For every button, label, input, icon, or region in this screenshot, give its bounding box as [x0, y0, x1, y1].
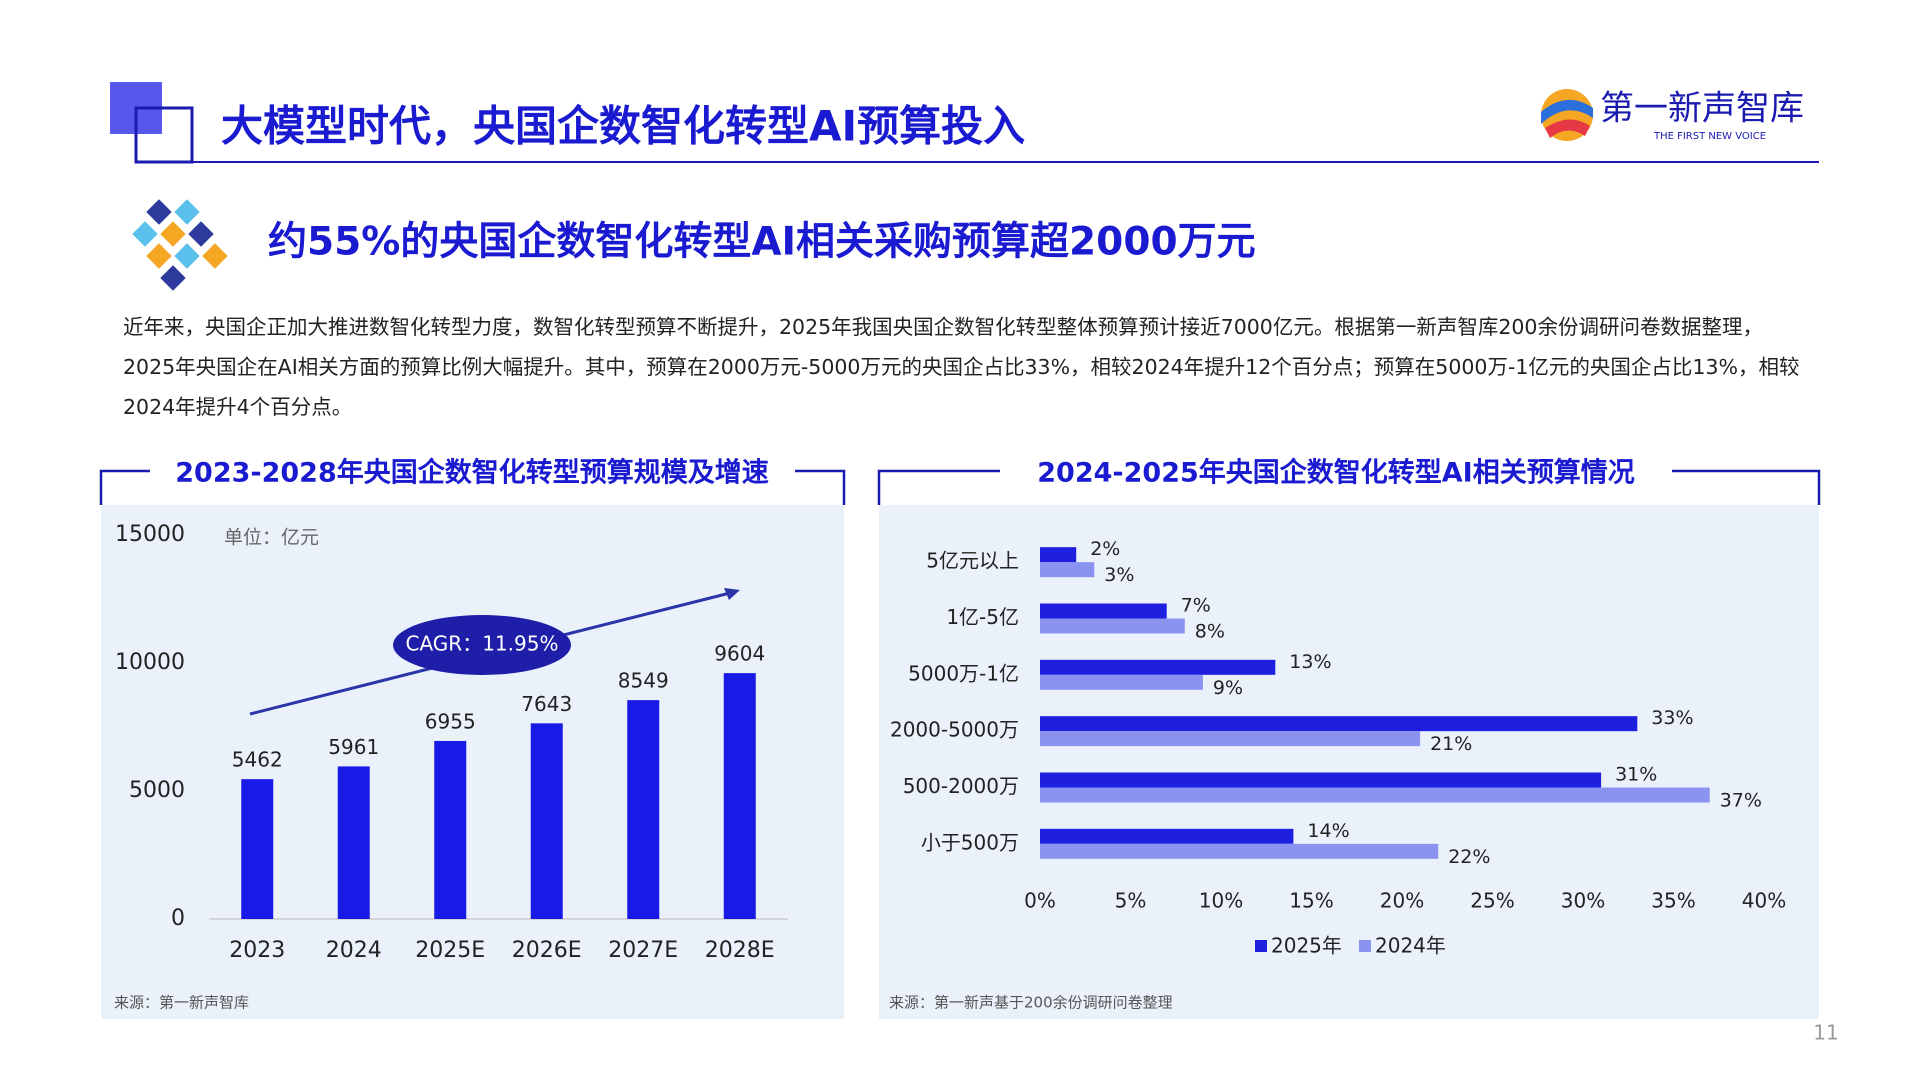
- left-panel: [99, 469, 846, 1019]
- x-tick-label: 5%: [1115, 889, 1147, 913]
- value-label: 33%: [1651, 707, 1693, 729]
- value-label: 2%: [1090, 538, 1120, 560]
- legend-label: 2024年: [1375, 934, 1446, 958]
- bar: [1040, 674, 1203, 690]
- y-tick-label: 500-2000万: [903, 774, 1019, 798]
- bar: [627, 700, 660, 919]
- value-label: 5961: [328, 735, 379, 759]
- x-tick-label: 2028E: [705, 938, 775, 963]
- x-tick-label: 2025E: [415, 938, 485, 963]
- page-number: 11: [1813, 1021, 1838, 1045]
- bar: [1040, 659, 1276, 675]
- value-label: 3%: [1104, 564, 1134, 586]
- x-tick-label: 10%: [1199, 889, 1243, 913]
- bar: [1040, 618, 1185, 634]
- y-tick-label: 小于500万: [921, 830, 1019, 854]
- arrow-head: [724, 588, 740, 600]
- value-label: 8%: [1195, 621, 1225, 643]
- x-tick-label: 2024: [326, 938, 382, 963]
- value-label: 14%: [1307, 820, 1349, 842]
- logo-name: 第一新声智库: [1600, 89, 1804, 129]
- diamond-icon: [132, 199, 228, 291]
- x-tick-label: 0%: [1024, 889, 1056, 913]
- value-label: 13%: [1289, 651, 1331, 673]
- value-label: 5462: [232, 748, 283, 772]
- unit-label: 单位：亿元: [224, 527, 319, 549]
- value-label: 7643: [521, 692, 572, 716]
- x-tick-label: 2027E: [608, 938, 678, 963]
- cagr-badge: [393, 615, 571, 675]
- value-label: 9604: [714, 642, 765, 666]
- value-label: 8549: [618, 669, 669, 693]
- y-tick-label: 5000: [129, 778, 185, 803]
- bar: [1040, 716, 1638, 732]
- y-tick-label: 1亿-5亿: [946, 605, 1019, 629]
- bar: [1040, 547, 1077, 563]
- cagr-label: CAGR：11.95%: [406, 632, 559, 656]
- x-tick-label: 2026E: [512, 938, 582, 963]
- y-tick-label: 2000-5000万: [890, 718, 1019, 742]
- x-tick-label: 35%: [1651, 889, 1695, 913]
- y-tick-label: 15000: [115, 522, 185, 547]
- x-tick-label: 20%: [1380, 889, 1424, 913]
- chart-title: 2024-2025年央国企数智化转型AI相关预算情况: [1037, 457, 1634, 489]
- bar: [723, 673, 756, 919]
- source-note: 来源：第一新声基于200余份调研问卷整理: [889, 994, 1173, 1012]
- bar: [1040, 828, 1294, 844]
- bar: [434, 740, 467, 919]
- y-tick-label: 5亿元以上: [926, 549, 1019, 573]
- bar: [337, 766, 370, 919]
- bar: [1040, 731, 1421, 747]
- legend-label: 2025年: [1271, 934, 1342, 958]
- bar: [1040, 562, 1095, 578]
- bar: [1040, 603, 1167, 619]
- bar: [1040, 772, 1602, 788]
- headline: 约55%的央国企数智化转型AI相关采购预算超2000万元: [268, 220, 1256, 265]
- legend-swatch: [1359, 940, 1371, 952]
- value-label: 22%: [1448, 846, 1490, 868]
- value-label: 37%: [1720, 790, 1762, 812]
- bar: [241, 779, 274, 919]
- x-tick-label: 25%: [1470, 889, 1514, 913]
- x-tick-label: 2023: [229, 938, 285, 963]
- y-tick-label: 10000: [115, 650, 185, 675]
- bar: [1040, 843, 1439, 859]
- intro-paragraph: 近年来，央国企正加大推进数智化转型力度，数智化转型预算不断提升，2025年我国央…: [123, 315, 1800, 419]
- chart-title: 2023-2028年央国企数智化转型预算规模及增速: [175, 457, 769, 489]
- bar: [530, 723, 563, 919]
- source-note: 来源：第一新声智库: [114, 994, 249, 1012]
- value-label: 31%: [1615, 764, 1657, 786]
- value-label: 7%: [1181, 595, 1211, 617]
- x-tick-label: 30%: [1561, 889, 1605, 913]
- bar: [1040, 787, 1710, 803]
- right-panel: [877, 469, 1821, 1019]
- page-title: 大模型时代，央国企数智化转型AI预算投入: [221, 102, 1025, 151]
- value-label: 21%: [1430, 733, 1472, 755]
- x-tick-label: 40%: [1742, 889, 1786, 913]
- logo-icon: [1541, 89, 1593, 141]
- value-label: 6955: [425, 709, 476, 733]
- logo-tagline: THE FIRST NEW VOICE: [1653, 131, 1766, 142]
- y-tick-label: 0: [171, 906, 185, 931]
- x-tick-label: 15%: [1289, 889, 1333, 913]
- value-label: 9%: [1213, 677, 1243, 699]
- legend-swatch: [1255, 940, 1267, 952]
- y-tick-label: 5000万-1亿: [908, 661, 1019, 685]
